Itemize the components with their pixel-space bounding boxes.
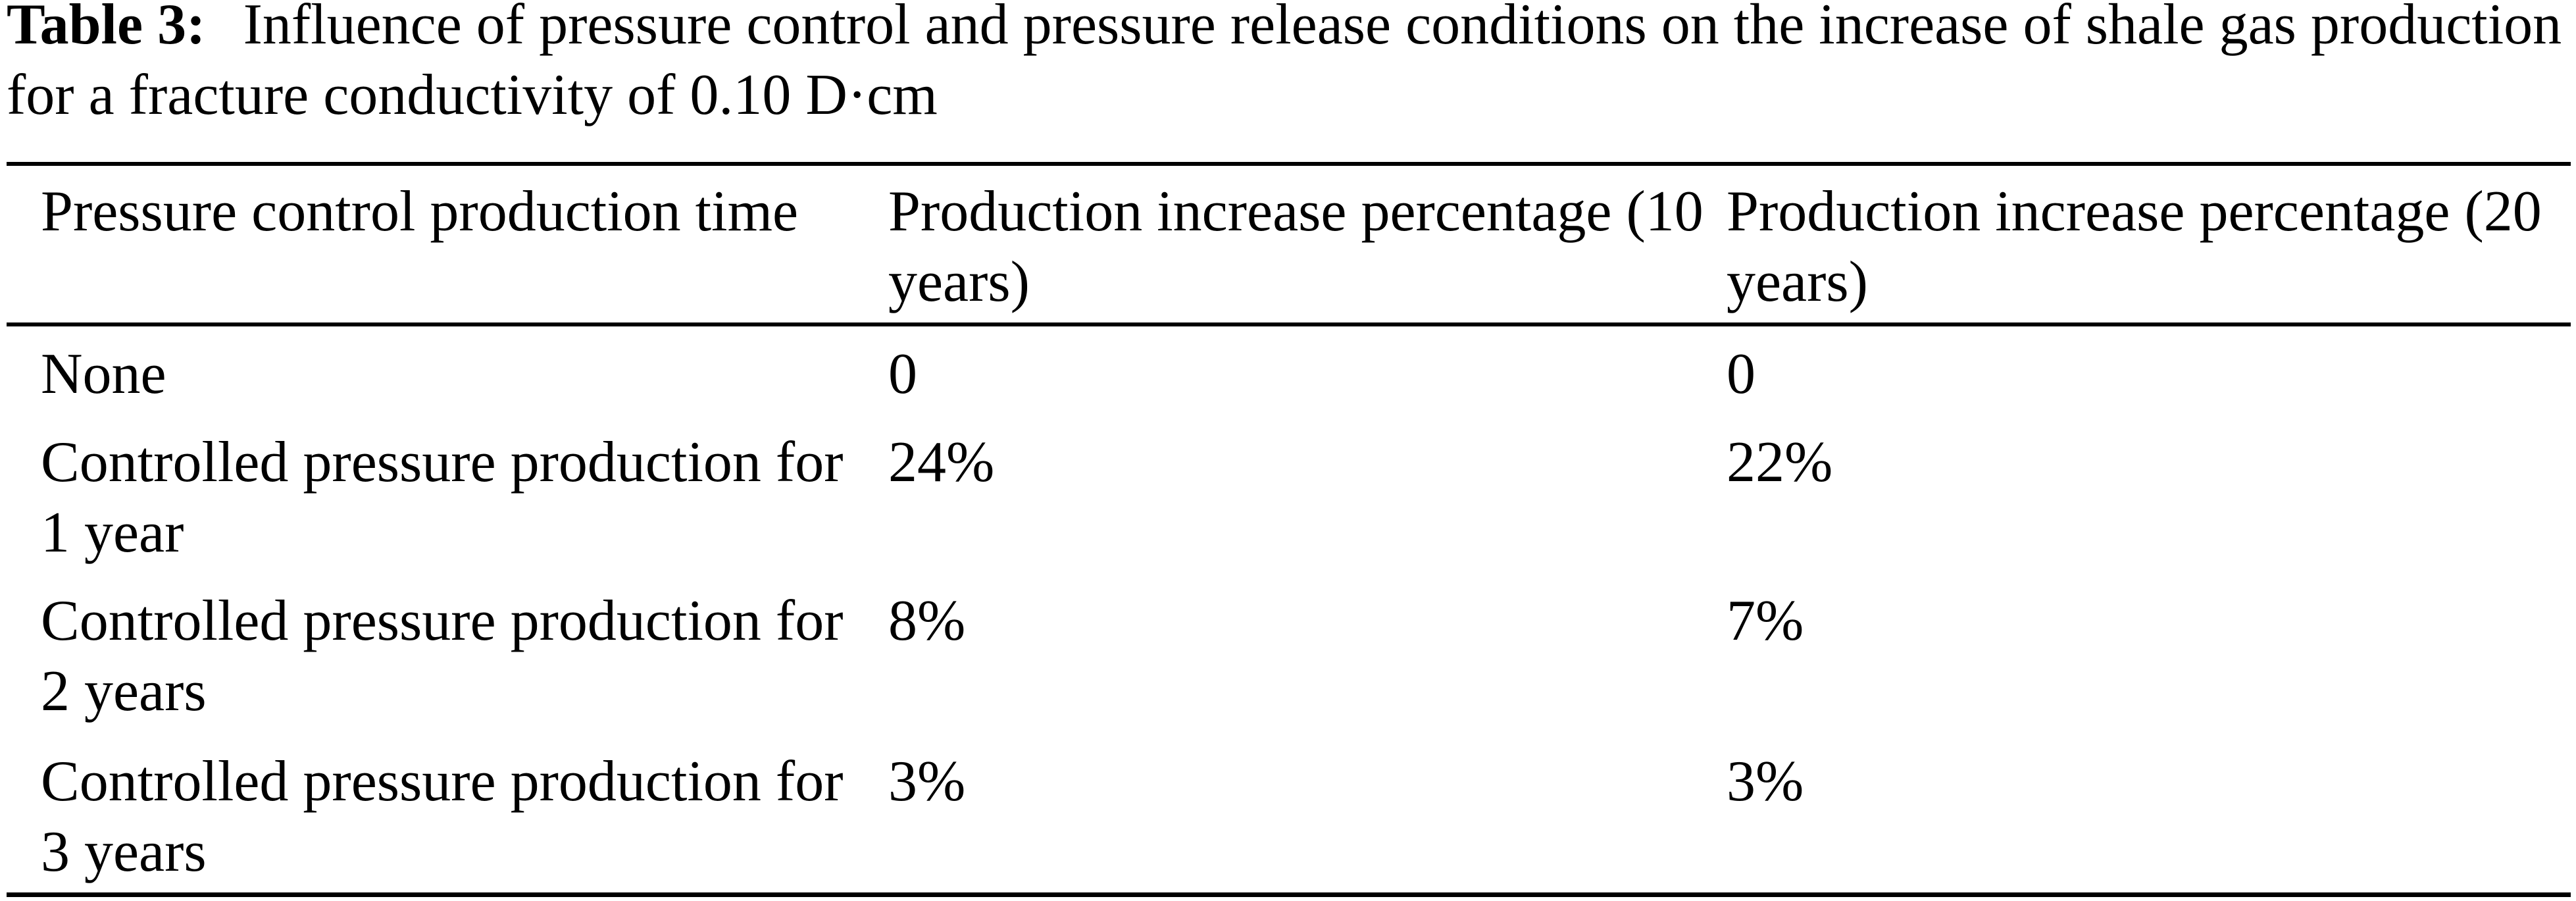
cell-increase-10yr: 0 xyxy=(888,342,917,406)
cell-condition: Controlled pressure production for 1 yea… xyxy=(41,430,844,565)
column-header-pressure-control-production-time: Pressure control production time xyxy=(7,164,888,326)
table-row: None 0 0 xyxy=(7,324,2571,409)
cell-increase-20yr: 0 xyxy=(1727,342,1755,406)
header-row: Pressure control production time Product… xyxy=(7,164,2571,326)
cell-condition: Controlled pressure production for 3 yea… xyxy=(41,750,844,884)
table-caption-line2: for a fracture conductivity of 0.10 D·cm xyxy=(7,63,938,127)
table-caption-line1: Table 3: Influence of pressure control an… xyxy=(7,0,2571,60)
cell-increase-20yr: 22% xyxy=(1727,430,1833,494)
column-header-production-increase-10-years: Production increase percentage (10 years… xyxy=(888,164,1727,326)
table-caption: Table 3: Influence of pressure control an… xyxy=(7,0,2571,130)
table-row: Controlled pressure production for 2 yea… xyxy=(7,568,2571,727)
cell-condition: Controlled pressure production for 2 yea… xyxy=(41,589,844,723)
table-row: Controlled pressure production for 1 yea… xyxy=(7,409,2571,568)
cell-increase-20yr: 3% xyxy=(1727,750,1804,813)
table-body: None 0 0 Controlled pressure production … xyxy=(7,324,2571,895)
cell-condition: None xyxy=(41,342,166,406)
cell-increase-20yr: 7% xyxy=(1727,589,1804,653)
table-row: Controlled pressure production for 3 yea… xyxy=(7,727,2571,895)
cell-increase-10yr: 3% xyxy=(888,750,966,813)
table-caption-label: Table 3: xyxy=(7,0,206,57)
cell-increase-10yr: 8% xyxy=(888,589,966,653)
cell-increase-10yr: 24% xyxy=(888,430,995,494)
column-header-production-increase-20-years: Production increase percentage (20 years… xyxy=(1727,164,2571,326)
pressure-control-results-table: Pressure control production time Product… xyxy=(7,162,2571,897)
table-caption-text: Influence of pressure control and pressu… xyxy=(243,0,2562,57)
table-header: Pressure control production time Product… xyxy=(7,164,2571,326)
